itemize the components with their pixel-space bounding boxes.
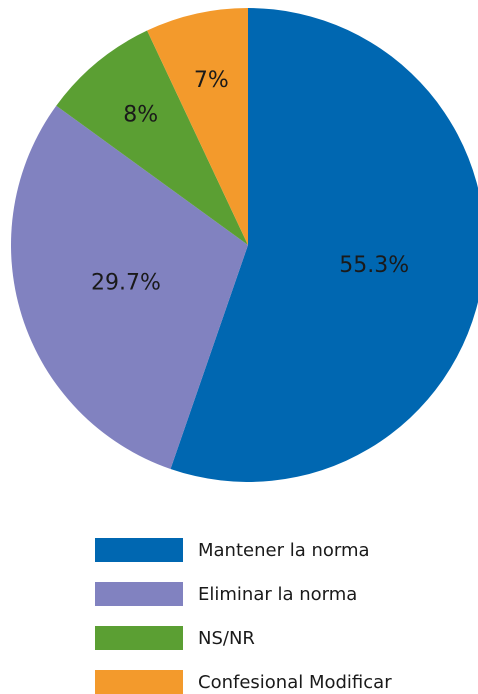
pie-slice	[147, 8, 248, 245]
legend-swatch	[95, 582, 183, 606]
legend-label: Mantener la norma	[198, 540, 370, 561]
legend-swatch	[95, 670, 183, 694]
legend-label: NS/NR	[198, 628, 255, 649]
value-label: 29.7%	[91, 270, 161, 295]
pie-slice	[10, 105, 248, 469]
legend-label: Confesional Modificar	[198, 672, 392, 693]
pie-slice	[56, 30, 249, 246]
legend-swatch	[95, 538, 183, 562]
pie-slice	[170, 8, 478, 482]
legend-label: Eliminar la norma	[198, 584, 357, 605]
value-label: 7%	[194, 68, 229, 93]
value-label: 55.3%	[339, 253, 409, 278]
value-label: 8%	[123, 102, 158, 127]
legend-swatch	[95, 626, 183, 650]
